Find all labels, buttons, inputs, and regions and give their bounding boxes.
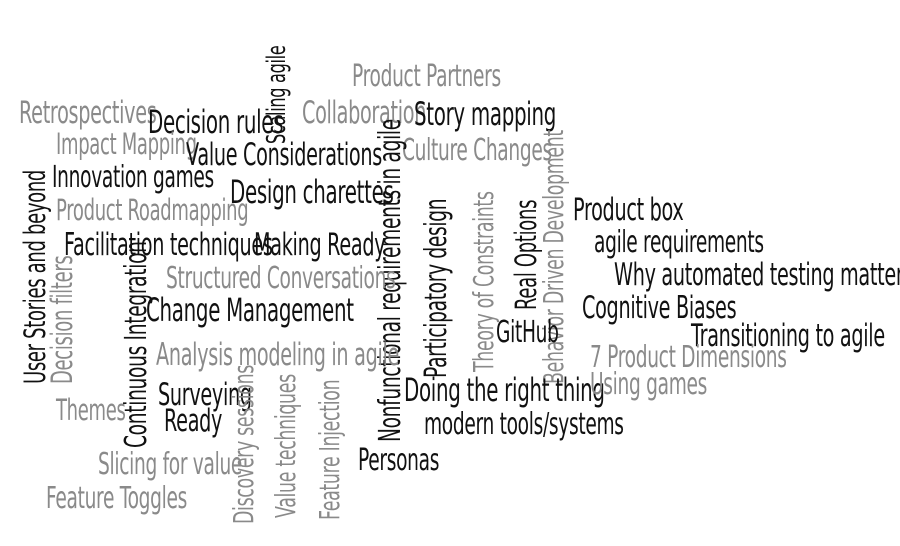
word-change-management: Change Management — [146, 291, 354, 329]
word-product-roadmapping: Product Roadmapping — [56, 193, 249, 227]
word-why-automated-testing: Why automated testing matters — [614, 257, 900, 293]
word-value-techniques: Value techniques — [269, 374, 302, 518]
word-personas: Personas — [358, 443, 440, 478]
word-design-charettes: Design charettes — [230, 173, 394, 211]
word-using-games: Using games — [590, 367, 708, 402]
word-making-ready: Making Ready — [254, 227, 386, 263]
word-feature-toggles: Feature Toggles — [46, 481, 188, 516]
word-product-box: Product box — [573, 192, 684, 228]
word-slicing-for-value: Slicing for value — [98, 447, 243, 482]
word-agile-requirements: agile requirements — [594, 225, 764, 260]
word-story-mapping: Story mapping — [414, 95, 557, 133]
word-product-partners: Product Partners — [352, 59, 501, 94]
word-feature-injection: Feature Injection — [313, 379, 346, 520]
word-ready: Ready — [164, 403, 223, 439]
word-retrospectives: Retrospectives — [19, 95, 157, 131]
word-innovation-games: Innovation games — [52, 160, 214, 195]
word-participatory-design: Participatory design — [419, 198, 454, 378]
word-modern-tools: modern tools/systems — [424, 407, 624, 442]
word-continuous-integration: Continuous Integration — [119, 241, 154, 448]
word-decision-filters: Decision filters — [45, 255, 79, 384]
word-value-considerations: Value Considerations — [186, 137, 382, 173]
word-surveying: Surveying — [158, 377, 252, 413]
word-themes: Themes — [56, 393, 126, 427]
word-theory-of-constraints: Theory of Constraints — [467, 191, 500, 372]
word-structured-conversations: Structured Conversations — [166, 261, 396, 296]
word-cognitive-biases: Cognitive Biases — [582, 290, 737, 326]
word-collaboration: Collaboration — [302, 95, 427, 131]
word-facilitation-techniques: Facilitation techniques — [64, 227, 273, 263]
word-decision-rules: Decision rules — [148, 103, 284, 141]
word-impact-mapping: Impact Mapping — [56, 127, 197, 161]
word-analysis-modeling: Analysis modeling in agile — [156, 337, 400, 373]
word-discovery-sessions: Discovery sessions — [227, 364, 260, 524]
word-doing-the-right-thing: Doing the right thing — [404, 371, 605, 409]
word-7-product-dimensions: 7 Product Dimensions — [590, 340, 787, 375]
word-github: GitHub — [496, 315, 559, 350]
word-culture-changes: Culture Changes — [402, 133, 552, 168]
word-transitioning-to-agile: Transitioning to agile — [691, 318, 885, 354]
